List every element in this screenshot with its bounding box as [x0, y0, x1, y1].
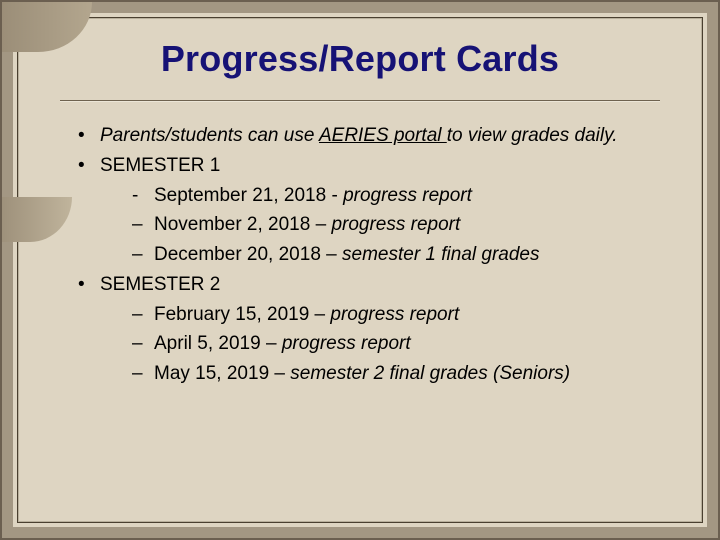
sub-text: September 21, 2018 -	[154, 185, 343, 206]
slide: Progress/Report Cards Parents/students c…	[0, 0, 720, 540]
bullet-text: SEMESTER 1	[100, 155, 220, 176]
sub-text-italic: progress report	[343, 185, 472, 206]
sub-text: December 20, 2018 –	[154, 244, 342, 265]
sub-text: February 15, 2019 –	[154, 304, 330, 325]
sub-text-italic: progress report	[282, 333, 411, 354]
bullet-text: SEMESTER 2	[100, 274, 220, 295]
bullet-item: SEMESTER 1 September 21, 2018 - progress…	[72, 151, 650, 269]
bullet-item: SEMESTER 2 February 15, 2019 – progress …	[72, 270, 650, 388]
sub-text-italic: progress report	[330, 304, 459, 325]
slide-content: Progress/Report Cards Parents/students c…	[20, 20, 700, 520]
bullet-text: to view grades daily.	[447, 125, 618, 146]
slide-title: Progress/Report Cards	[20, 20, 700, 98]
bullet-item: Parents/students can use AERIES portal t…	[72, 121, 650, 150]
sub-text: April 5, 2019 –	[154, 333, 282, 354]
bullet-list: Parents/students can use AERIES portal t…	[72, 121, 650, 388]
bullet-text-underline: AERIES portal	[319, 125, 447, 146]
bullet-text: Parents/students can use	[100, 125, 319, 146]
sub-list: September 21, 2018 - progress report Nov…	[100, 181, 650, 269]
sub-item: September 21, 2018 - progress report	[130, 181, 650, 210]
sub-item: April 5, 2019 – progress report	[130, 329, 650, 358]
sub-item: November 2, 2018 – progress report	[130, 210, 650, 239]
sub-list: February 15, 2019 – progress report Apri…	[100, 300, 650, 388]
sub-item: December 20, 2018 – semester 1 final gra…	[130, 240, 650, 269]
sub-text: November 2, 2018 –	[154, 214, 331, 235]
slide-body: Parents/students can use AERIES portal t…	[20, 101, 700, 388]
sub-text-italic: semester 2 final grades (Seniors)	[290, 363, 570, 384]
sub-text-italic: progress report	[331, 214, 460, 235]
sub-text-italic: semester 1 final grades	[342, 244, 540, 265]
sub-text: May 15, 2019 –	[154, 363, 290, 384]
sub-item: May 15, 2019 – semester 2 final grades (…	[130, 359, 650, 388]
sub-item: February 15, 2019 – progress report	[130, 300, 650, 329]
